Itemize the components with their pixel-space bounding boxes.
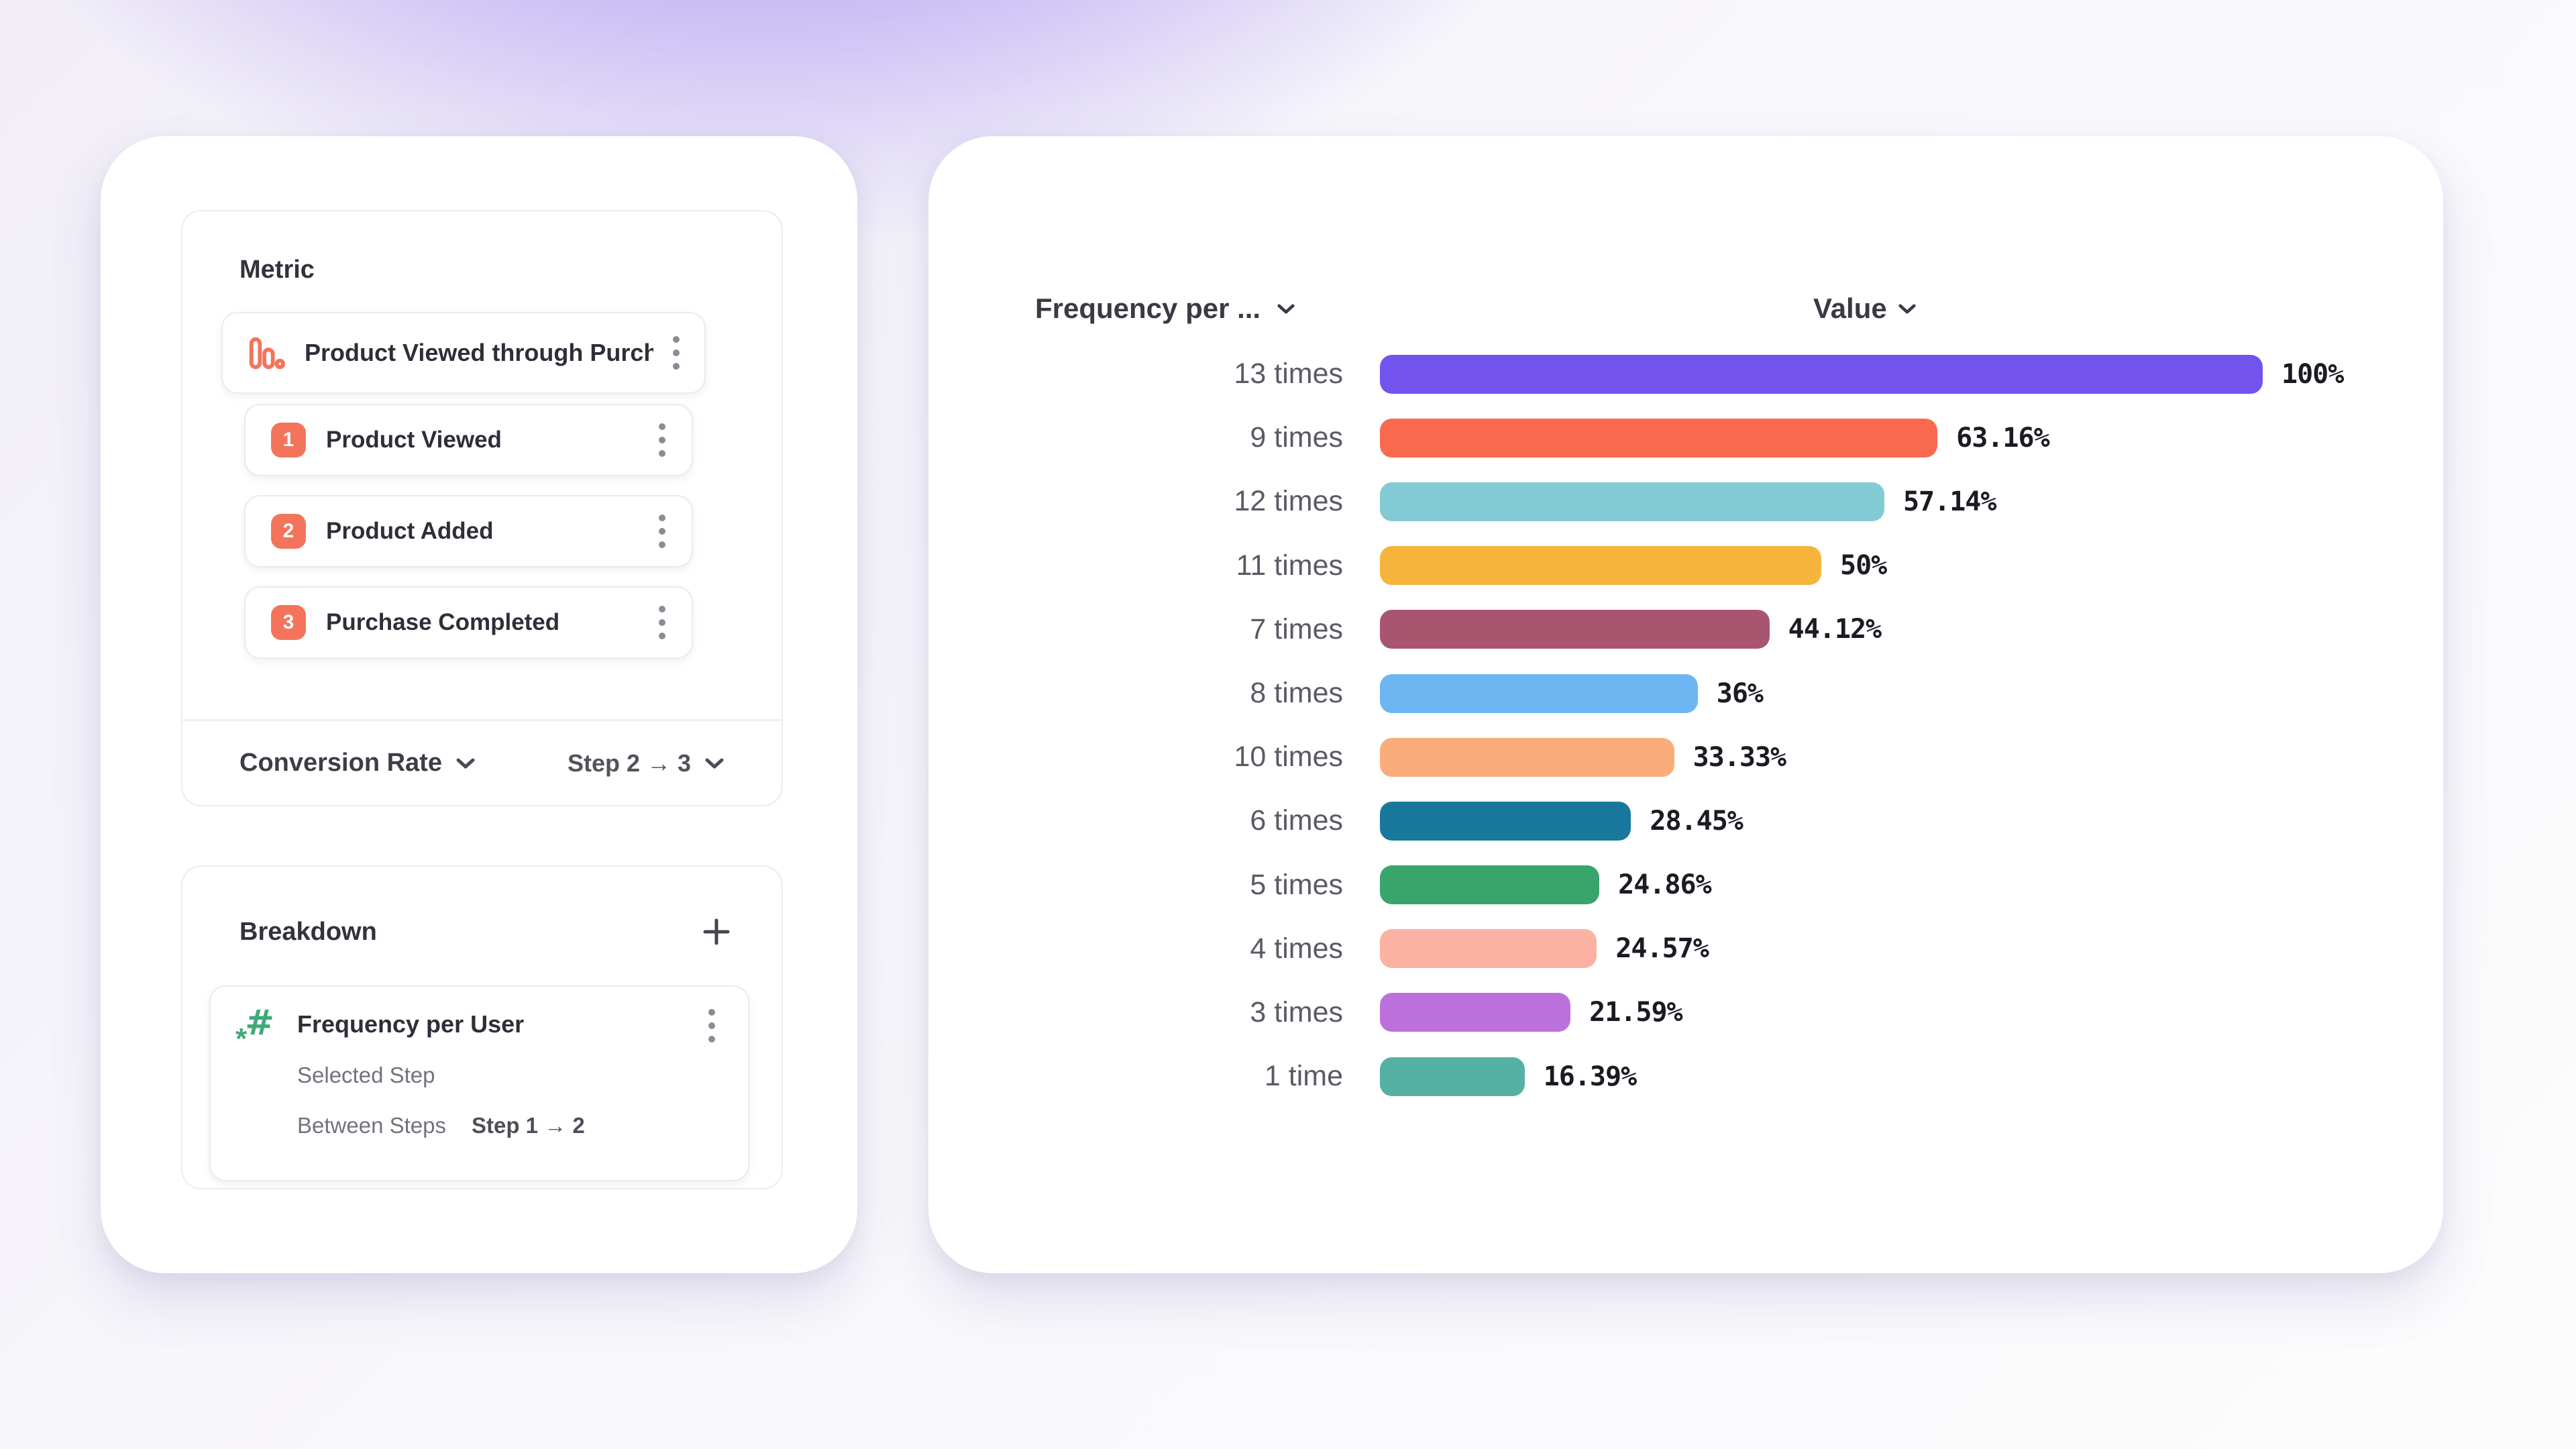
breakdown-property-name: Frequency per User <box>297 1010 525 1038</box>
metric-panel-title: Metric <box>239 256 315 284</box>
breakdown-property-row: # * Frequency per User <box>235 1003 525 1055</box>
funnel-step-row[interactable]: 1 Product Viewed <box>244 404 693 476</box>
between-steps-label: Between Steps <box>297 1113 446 1138</box>
step-label: Product Added <box>326 518 494 544</box>
category-label: 10 times <box>1234 741 1343 773</box>
category-label: 5 times <box>1250 868 1343 901</box>
chart-card: Frequency per ... Value 13 times 100% 9 … <box>928 136 2443 1273</box>
chart-row: 4 times 24.57% <box>928 917 2443 981</box>
funnel-step-row[interactable]: 3 Purchase Completed <box>244 586 693 659</box>
selected-step-option[interactable]: Selected Step <box>297 1063 435 1087</box>
value-label: 28.45% <box>1650 805 1743 837</box>
category-label: 11 times <box>1236 549 1343 582</box>
kebab-menu-icon[interactable] <box>658 423 666 458</box>
value-label: 63.16% <box>1956 422 2049 453</box>
bar[interactable] <box>1380 418 1938 458</box>
kebab-menu-icon[interactable] <box>658 605 666 640</box>
category-column-dropdown[interactable]: Frequency per ... <box>1035 292 1295 325</box>
breakdown-panel-title: Breakdown <box>239 918 377 946</box>
bar[interactable] <box>1380 354 2263 394</box>
breakdown-property-card[interactable]: # * Frequency per User Selected Step Bet… <box>209 985 749 1181</box>
value-column-dropdown[interactable]: Value <box>1813 292 1917 325</box>
value-label: 44.12% <box>1788 614 1882 645</box>
value-label: 16.39% <box>1543 1061 1637 1092</box>
step-number-badge: 2 <box>271 514 306 549</box>
chevron-down-icon <box>1277 304 1295 313</box>
bar[interactable] <box>1380 546 1821 586</box>
value-label: 36% <box>1716 678 1764 709</box>
step-range-dropdown[interactable]: Step 2 → 3 <box>568 749 724 777</box>
chart-header-row: Frequency per ... Value <box>928 292 2443 327</box>
category-label: 7 times <box>1250 612 1343 645</box>
value-label: 50% <box>1840 550 1887 582</box>
category-label: 12 times <box>1234 485 1343 518</box>
chart-row: 8 times 36% <box>928 661 2443 725</box>
bar[interactable] <box>1380 482 1884 521</box>
kebab-menu-icon[interactable] <box>658 514 666 549</box>
chart-row: 9 times 63.16% <box>928 406 2443 470</box>
bar[interactable] <box>1380 737 1674 777</box>
value-column-label: Value <box>1813 292 1887 324</box>
chart-row: 6 times 28.45% <box>928 789 2443 853</box>
bar-chart: 13 times 100% 9 times 63.16% 12 times 57… <box>928 342 2443 1108</box>
funnel-metric-item[interactable]: Product Viewed through Purch... <box>221 312 706 394</box>
step-range-dropdown-label: Step 2 → 3 <box>567 749 691 777</box>
category-label: 8 times <box>1250 677 1343 710</box>
metric-footer: Conversion Rate Step 2 → 3 <box>182 721 782 805</box>
value-label: 57.14% <box>1902 486 1996 517</box>
chart-row: 12 times 57.14% <box>928 470 2443 533</box>
funnel-metric-name: Product Viewed through Purch... <box>305 339 653 366</box>
measure-dropdown-label: Conversion Rate <box>239 749 442 777</box>
value-label: 33.33% <box>1693 741 1786 773</box>
between-steps-option[interactable]: Between Steps Step 1 → 2 <box>297 1112 700 1139</box>
category-label: 1 time <box>1264 1060 1343 1093</box>
category-column-label: Frequency per ... <box>1035 292 1261 324</box>
chart-row: 1 time 16.39% <box>928 1044 2443 1108</box>
step-label: Purchase Completed <box>326 609 560 635</box>
measure-dropdown[interactable]: Conversion Rate <box>239 749 476 777</box>
value-label: 24.57% <box>1615 933 1709 965</box>
chevron-down-icon <box>456 758 475 768</box>
funnel-step-row[interactable]: 2 Product Added <box>244 495 693 568</box>
value-label: 100% <box>2282 358 2344 390</box>
category-label: 6 times <box>1250 804 1343 837</box>
value-label: 24.86% <box>1618 869 1711 901</box>
chevron-down-icon <box>705 758 724 768</box>
bar[interactable] <box>1380 1057 1525 1096</box>
step-number-badge: 3 <box>271 605 306 640</box>
chart-row: 5 times 24.86% <box>928 853 2443 917</box>
step-label: Product Viewed <box>326 427 502 453</box>
add-breakdown-button[interactable] <box>700 915 733 949</box>
between-steps-value[interactable]: Step 1 → 2 <box>472 1113 585 1138</box>
query-builder-card: Metric Product Viewed through Purch... 1… <box>101 136 857 1273</box>
chevron-down-icon <box>1898 304 1916 313</box>
chart-row: 3 times 21.59% <box>928 981 2443 1044</box>
funnel-bars-icon <box>247 333 286 372</box>
value-label: 21.59% <box>1589 997 1682 1028</box>
kebab-menu-icon[interactable] <box>708 1008 716 1043</box>
panel-divider <box>182 719 782 721</box>
category-label: 13 times <box>1234 358 1343 390</box>
bar[interactable] <box>1380 993 1571 1032</box>
chart-row: 10 times 33.33% <box>928 725 2443 789</box>
numeric-property-icon: # * <box>235 1003 274 1055</box>
plus-icon <box>703 918 730 945</box>
step-number-badge: 1 <box>271 423 306 458</box>
category-label: 4 times <box>1250 932 1343 965</box>
metric-panel: Metric Product Viewed through Purch... 1… <box>181 210 783 806</box>
bar[interactable] <box>1380 865 1600 905</box>
chart-row: 7 times 44.12% <box>928 598 2443 661</box>
bar[interactable] <box>1380 929 1597 969</box>
kebab-menu-icon[interactable] <box>672 335 680 370</box>
category-label: 3 times <box>1250 996 1343 1028</box>
bar[interactable] <box>1380 610 1770 649</box>
chart-row: 13 times 100% <box>928 342 2443 406</box>
bar[interactable] <box>1380 674 1698 713</box>
category-label: 9 times <box>1250 421 1343 454</box>
chart-row: 11 times 50% <box>928 534 2443 598</box>
bar[interactable] <box>1380 801 1631 841</box>
breakdown-panel: Breakdown # * Frequency per User Selecte… <box>181 865 783 1189</box>
